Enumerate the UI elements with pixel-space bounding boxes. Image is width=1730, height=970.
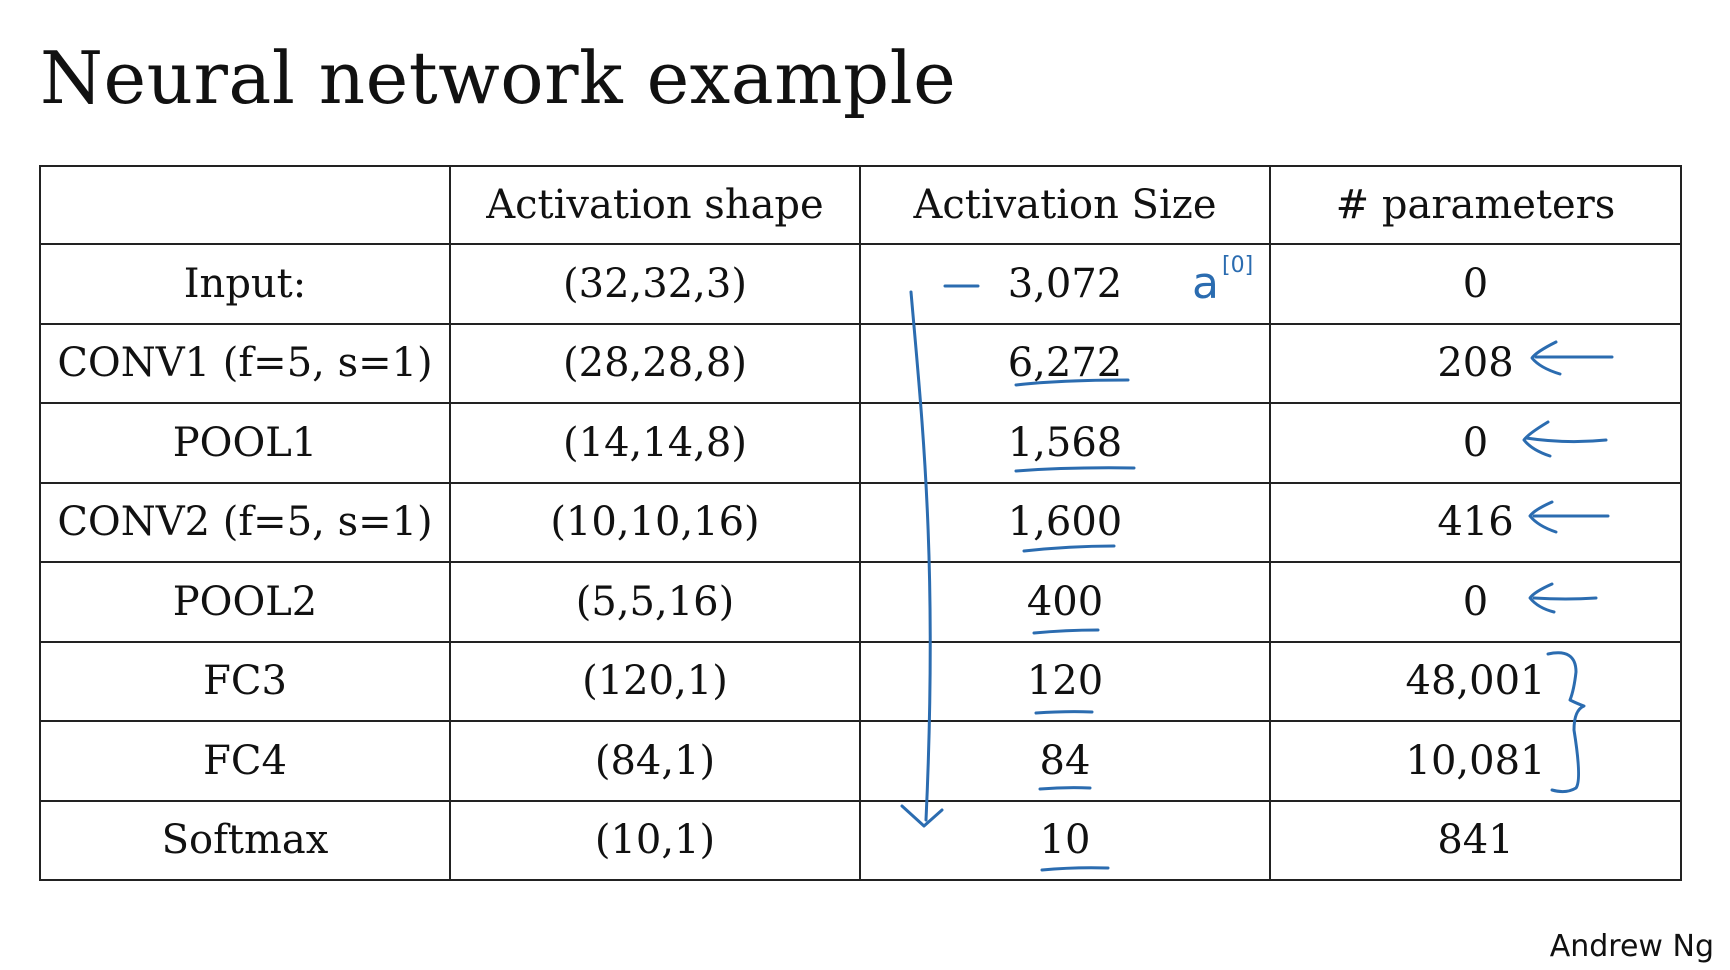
layer-name: Softmax (39, 799, 451, 881)
layer-name: Input: (39, 243, 451, 325)
activation-shape: (10,10,16) (449, 481, 861, 563)
table-row: CONV2 (f=5, s=1) (10,10,16) 1,600 416 (39, 481, 1682, 563)
table-row: Softmax (10,1) 10 841 (39, 799, 1682, 881)
activation-shape: (10,1) (449, 799, 861, 881)
table-row: CONV1 (f=5, s=1) (28,28,8) 6,272 208 (39, 322, 1682, 404)
layer-name: CONV2 (f=5, s=1) (39, 481, 451, 563)
activation-size: 6,272 (859, 322, 1271, 404)
parameter-count: 48,001 (1269, 640, 1682, 722)
activation-size: 10 (859, 799, 1271, 881)
table-row: FC3 (120,1) 120 48,001 (39, 640, 1682, 722)
activation-shape: (32,32,3) (449, 243, 861, 325)
table-header-row: Activation shape Activation Size # param… (39, 165, 1682, 245)
parameter-count: 0 (1269, 561, 1682, 643)
activation-shape: (5,5,16) (449, 561, 861, 643)
table-row: FC4 (84,1) 84 10,081 (39, 720, 1682, 802)
layer-name: POOL1 (39, 402, 451, 484)
header-activation-shape: Activation shape (449, 165, 861, 245)
slide-title: Neural network example (40, 36, 957, 120)
parameter-count: 841 (1269, 799, 1682, 881)
activation-shape: (28,28,8) (449, 322, 861, 404)
parameter-count: 416 (1269, 481, 1682, 563)
activation-size: 1,600 (859, 481, 1271, 563)
layer-name: CONV1 (f=5, s=1) (39, 322, 451, 404)
activation-shape: (14,14,8) (449, 402, 861, 484)
activation-size: 400 (859, 561, 1271, 643)
activation-size: 120 (859, 640, 1271, 722)
table-row: POOL2 (5,5,16) 400 0 (39, 561, 1682, 643)
parameter-count: 0 (1269, 402, 1682, 484)
activation-size: 1,568 (859, 402, 1271, 484)
parameter-count: 208 (1269, 322, 1682, 404)
table-row: Input: (32,32,3) 3,072 0 (39, 243, 1682, 325)
network-table: Activation shape Activation Size # param… (39, 165, 1682, 881)
layer-name: FC4 (39, 720, 451, 802)
activation-shape: (120,1) (449, 640, 861, 722)
layer-name: FC3 (39, 640, 451, 722)
author-credit: Andrew Ng (1549, 929, 1714, 964)
parameter-count: 0 (1269, 243, 1682, 325)
header-layer (39, 165, 451, 245)
activation-shape: (84,1) (449, 720, 861, 802)
activation-size: 84 (859, 720, 1271, 802)
parameter-count: 10,081 (1269, 720, 1682, 802)
activation-size: 3,072 (859, 243, 1271, 325)
table-row: POOL1 (14,14,8) 1,568 0 (39, 402, 1682, 484)
network-table-container: Activation shape Activation Size # param… (39, 165, 1682, 881)
header-activation-size: Activation Size (859, 165, 1271, 245)
header-parameters: # parameters (1269, 165, 1682, 245)
layer-name: POOL2 (39, 561, 451, 643)
